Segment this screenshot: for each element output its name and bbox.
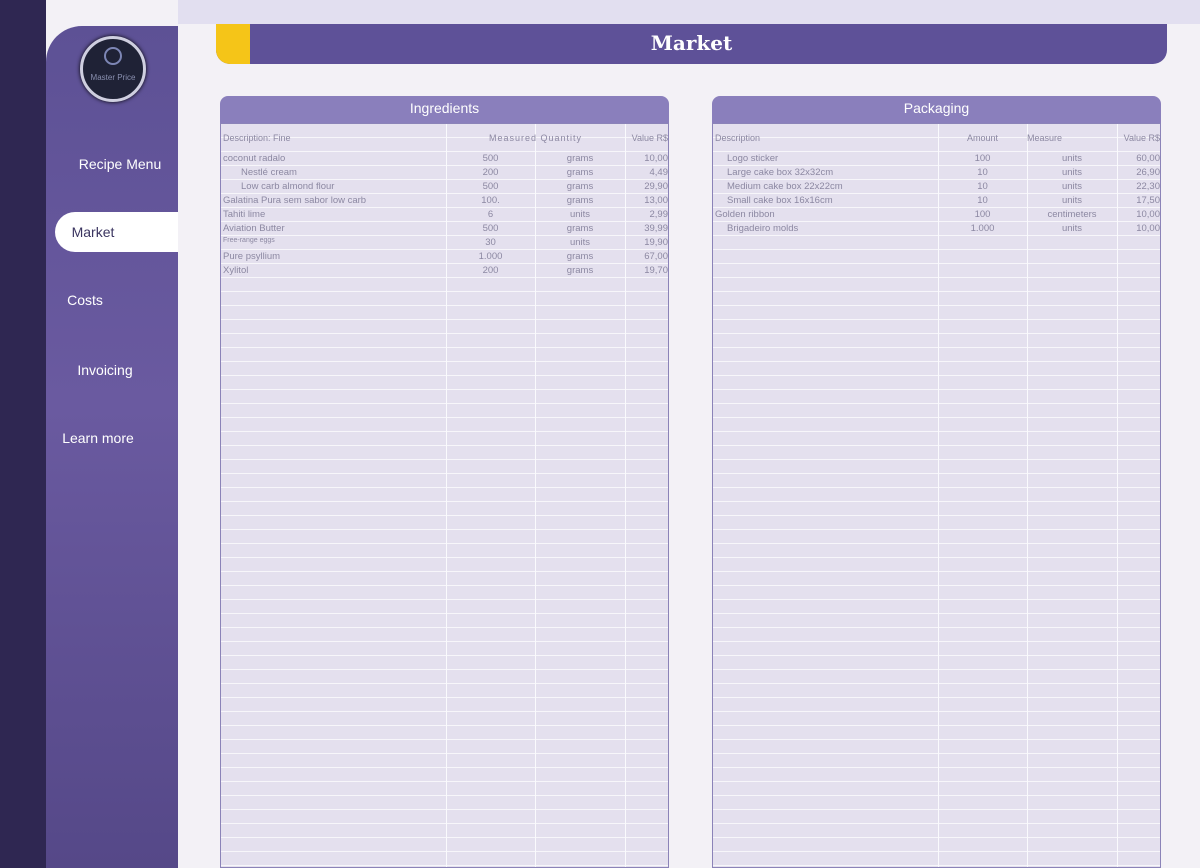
table-cell: 200 <box>482 265 499 276</box>
nav-item[interactable]: Recipe Menu <box>78 156 162 172</box>
nav-item[interactable]: Learn more <box>62 430 134 446</box>
logo-text: Master Price <box>90 73 136 82</box>
table-cell: 200 <box>482 167 499 178</box>
table-cell: Medium cake box 22x22cm <box>727 181 843 192</box>
table-cell: 500 <box>482 181 499 192</box>
table-cell: Xylitol <box>223 265 249 276</box>
column-line <box>446 124 447 867</box>
table-cell: 10,00 <box>644 153 668 164</box>
column-header: Amount <box>966 133 999 143</box>
table-cell: 60,00 <box>1136 153 1160 164</box>
table-cell: 10,00 <box>1136 209 1160 220</box>
table-cell: 19,70 <box>644 265 668 276</box>
top-strip <box>178 0 1200 24</box>
table-cell: Small cake box 16x16cm <box>727 195 833 206</box>
table-cell: 30 <box>485 237 496 248</box>
table-cell: grams <box>566 167 594 178</box>
column-header: Measure <box>1027 133 1063 143</box>
table-cell: 10 <box>977 167 988 178</box>
nav-item[interactable]: Costs <box>67 292 103 308</box>
column-header: Description: Fine <box>223 133 291 143</box>
table-cell: Aviation Butter <box>223 223 285 234</box>
table-title: Packaging <box>712 96 1161 123</box>
table-cell: 500 <box>482 153 499 164</box>
header: Market <box>216 24 1167 64</box>
table-cell: grams <box>566 223 594 234</box>
ingredients-table: Ingredients Description: Fine Measured Qua… <box>220 96 669 868</box>
table-cell: Logo sticker <box>727 153 779 164</box>
table-cell: 19,90 <box>644 237 668 248</box>
table-cell: 100 <box>974 153 991 164</box>
table-cell: 29,90 <box>644 181 668 192</box>
header-accent <box>216 24 250 64</box>
column-line <box>625 124 626 867</box>
table-cell: grams <box>566 181 594 192</box>
table-cell: Galatina Pura sem sabor low carb <box>223 195 367 206</box>
table-cell: 1.000 <box>478 251 503 262</box>
table-cell: grams <box>566 195 594 206</box>
table-body: Description Amount Measure Value R$ Logo sti… <box>712 123 1161 868</box>
table-cell: Golden ribbon <box>715 209 775 220</box>
table-cell: Large cake box 32x32cm <box>727 167 834 178</box>
table-cell: grams <box>566 251 594 262</box>
table-cell: coconut radalo <box>223 153 286 164</box>
table-cell: units <box>1061 153 1083 164</box>
table-cell: Pure psyllium <box>223 251 281 262</box>
packaging-table: Packaging Description Amount Measure Value R… <box>712 96 1161 868</box>
table-body: Description: Fine Measured Quantity Value … <box>220 123 669 868</box>
table-cell: Brigadeiro molds <box>727 223 799 234</box>
table-cell: 100. <box>481 195 500 206</box>
table-cell: 39,99 <box>644 223 668 234</box>
table-cell: units <box>1061 167 1083 178</box>
table-cell: units <box>569 237 591 248</box>
column-header: Measured Quantity <box>488 133 583 143</box>
table-cell: units <box>569 209 591 220</box>
column-line <box>1027 124 1028 867</box>
nav-item[interactable]: Market <box>71 224 115 240</box>
table-cell: 1.000 <box>970 223 995 234</box>
table-cell: 17,50 <box>1136 195 1160 206</box>
table-cell: Free-range eggs <box>223 237 275 244</box>
column-line <box>535 124 536 867</box>
table-cell: grams <box>566 153 594 164</box>
table-cell: units <box>1061 195 1083 206</box>
table-cell: centimeters <box>1047 209 1097 220</box>
table-cell: 10 <box>977 181 988 192</box>
logo[interactable]: Master Price <box>80 36 146 102</box>
column-header: Description <box>715 133 761 143</box>
nav-item[interactable]: Invoicing <box>77 362 133 378</box>
column-header: Value R$ <box>631 133 668 143</box>
column-header: Value R$ <box>1123 133 1160 143</box>
table-cell: Tahiti lime <box>223 209 266 220</box>
logo-icon <box>104 47 122 65</box>
table-cell: units <box>1061 181 1083 192</box>
table-cell: 2,99 <box>649 209 669 220</box>
table-cell: 13,00 <box>644 195 668 206</box>
table-cell: 22,30 <box>1136 181 1160 192</box>
table-cell: 10,00 <box>1136 223 1160 234</box>
table-cell: 100 <box>974 209 991 220</box>
table-cell: units <box>1061 223 1083 234</box>
table-cell: 67,00 <box>644 251 668 262</box>
table-cell: Low carb almond flour <box>241 181 335 192</box>
table-cell: 10 <box>977 195 988 206</box>
table-cell: 26,90 <box>1136 167 1160 178</box>
table-title: Ingredients <box>220 96 669 123</box>
header-title: Market <box>650 31 733 55</box>
column-line <box>1117 124 1118 867</box>
table-cell: grams <box>566 265 594 276</box>
table-cell: 4,49 <box>649 167 669 178</box>
table-cell: 6 <box>487 209 494 220</box>
active-nav-bg <box>55 212 178 252</box>
left-bar <box>0 0 46 868</box>
sidebar <box>46 26 178 868</box>
table-cell: 500 <box>482 223 499 234</box>
column-line <box>938 124 939 867</box>
table-cell: Nestlé cream <box>241 167 297 178</box>
